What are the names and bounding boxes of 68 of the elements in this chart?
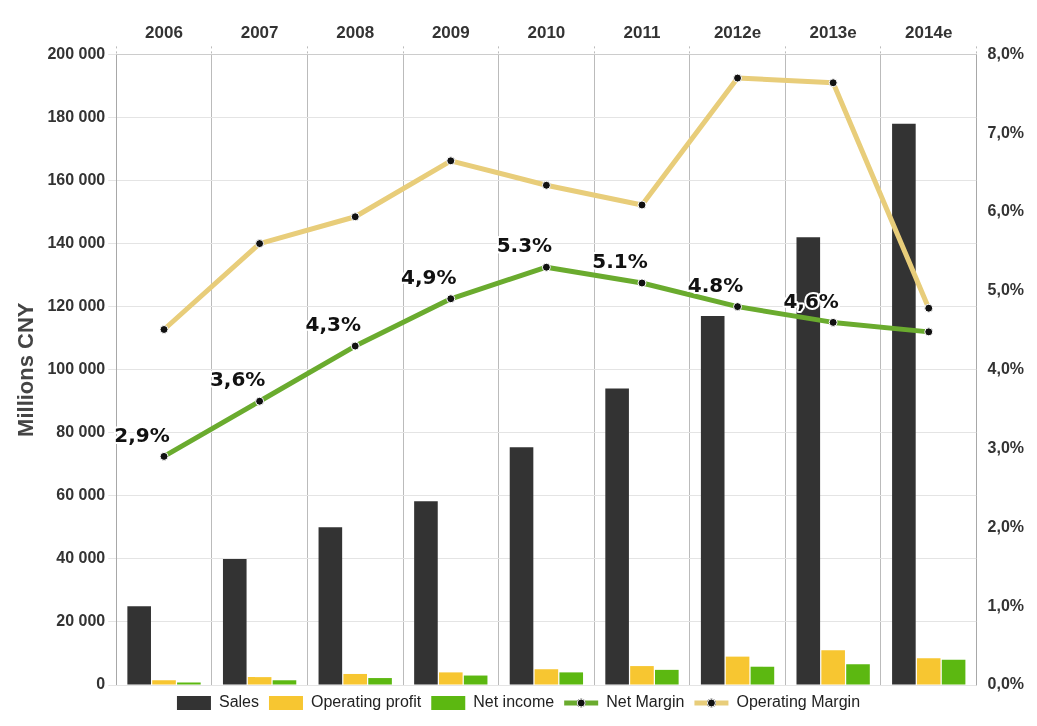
bar (272, 680, 297, 685)
x-tick-label: 2014e (905, 22, 953, 42)
bar (318, 527, 343, 685)
y-tick-label: 20 000 (56, 612, 106, 630)
data-label: 4,3% (305, 312, 361, 337)
bar (534, 669, 559, 685)
bar (438, 672, 463, 685)
y-tick-label: 40 000 (56, 549, 106, 567)
bar (177, 682, 201, 685)
bar (750, 666, 775, 685)
data-label: 4.8% (687, 272, 744, 297)
data-label: 2,9% (114, 422, 170, 447)
legend-label: Operating Margin (736, 693, 861, 711)
bar (821, 650, 845, 685)
bar (725, 656, 750, 685)
y-tick-label: 100 000 (47, 360, 106, 378)
bar (892, 123, 916, 685)
bar (127, 606, 151, 685)
x-tick-label: 2010 (527, 22, 566, 42)
y-tick-label: 180 000 (47, 107, 106, 125)
y2-tick-label: 5,0% (987, 281, 1024, 299)
legend-label: Net Margin (606, 693, 685, 711)
x-tick-label: 2013e (809, 22, 857, 42)
legend-label: Operating profit (310, 693, 422, 711)
y-tick-label: 160 000 (47, 170, 106, 188)
y2-tick-label: 7,0% (987, 123, 1024, 141)
y-tick-label: 60 000 (56, 486, 106, 504)
bar (559, 672, 584, 685)
y-tick-label: 120 000 (47, 297, 106, 315)
bar (247, 677, 272, 685)
y2-tick-label: 4,0% (987, 360, 1024, 378)
legend-label: Net income (473, 693, 555, 711)
y-tick-label: 200 000 (47, 44, 106, 62)
y2-tick-label: 0,0% (987, 675, 1024, 693)
x-tick-label: 2007 (240, 22, 279, 42)
bar (630, 666, 654, 685)
y2-tick-label: 6,0% (987, 202, 1024, 220)
x-tick-label: 2009 (431, 22, 470, 42)
y-tick-label: 80 000 (56, 423, 106, 441)
bar (152, 680, 176, 685)
x-tick-label: 2012e (713, 22, 762, 42)
y2-tick-label: 8,0% (987, 44, 1024, 62)
bar (941, 659, 966, 685)
x-tick-label: 2011 (623, 22, 661, 42)
bar (605, 388, 629, 685)
x-tick-label: 2008 (336, 22, 375, 42)
bar (222, 558, 247, 685)
y2-tick-label: 3,0% (987, 438, 1024, 456)
bar (700, 316, 725, 685)
bar (509, 447, 534, 685)
data-label: 5.3% (496, 233, 553, 258)
y-tick-label: 140 000 (47, 233, 106, 251)
y2-tick-label: 1,0% (987, 596, 1024, 614)
bar (846, 664, 870, 685)
bar (463, 675, 488, 685)
bar (368, 678, 392, 685)
legend-label: Sales (218, 693, 259, 711)
bar (655, 669, 679, 685)
bar (343, 673, 368, 685)
x-tick-label: 2006 (145, 22, 183, 42)
y-axis-title: Millions CNY (13, 302, 39, 437)
bar (916, 658, 941, 685)
data-label: 5.1% (592, 249, 648, 274)
bar (414, 501, 438, 685)
y-tick-label: 0 (96, 675, 106, 693)
data-label: 4,9% (401, 264, 457, 289)
data-label: 3,6% (209, 367, 266, 392)
y2-tick-label: 2,0% (987, 517, 1024, 535)
